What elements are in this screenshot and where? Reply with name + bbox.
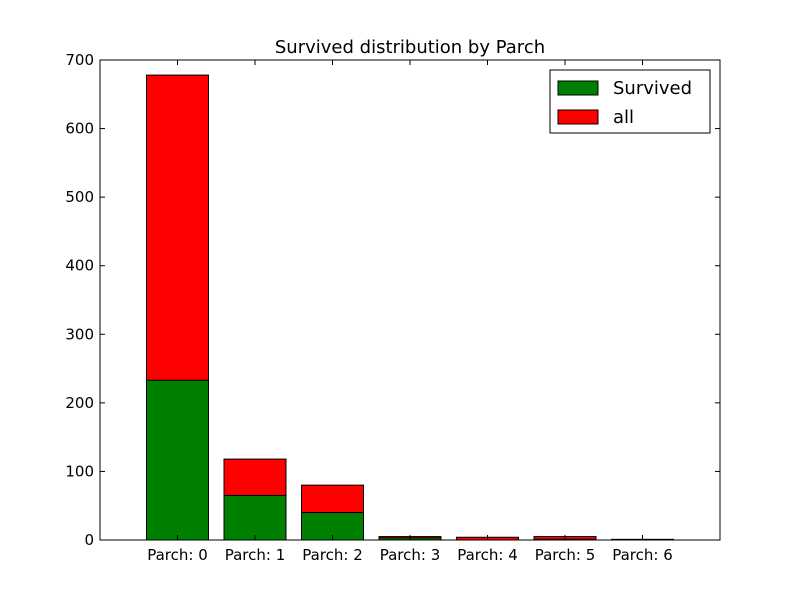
- y-tick-label: 200: [65, 394, 94, 412]
- x-tick-label: Parch: 0: [147, 546, 208, 564]
- legend-label-0: Survived: [613, 78, 692, 99]
- x-tick-label: Parch: 1: [225, 546, 286, 564]
- y-tick-label: 600: [65, 120, 94, 138]
- bar-survived-1: [223, 494, 287, 541]
- y-tick-label: 0: [84, 531, 94, 549]
- x-tick-label: Parch: 3: [380, 546, 441, 564]
- chart-title: Survived distribution by Parch: [275, 37, 545, 58]
- legend: Survived all: [549, 69, 711, 134]
- legend-label-1: all: [613, 107, 634, 128]
- bars-group: [146, 74, 674, 541]
- y-tick-label: 300: [65, 325, 94, 343]
- y-tick-label: 100: [65, 462, 94, 480]
- x-tick-label: Parch: 5: [535, 546, 596, 564]
- x-axis: Parch: 0 Parch: 1 Parch: 2 Parch: 3 Parch: 4…: [147, 60, 673, 564]
- y-tick-label: 700: [65, 51, 94, 69]
- x-tick-label: Parch: 2: [302, 546, 363, 564]
- x-tick-label: Parch: 6: [612, 546, 673, 564]
- bar-survived-0: [146, 379, 209, 541]
- legend-swatch-1: [557, 109, 599, 125]
- x-tick-label: Parch: 4: [457, 546, 518, 564]
- y-tick-label: 400: [65, 257, 94, 275]
- legend-swatch-0: [557, 80, 599, 96]
- y-axis: 0 100 200 300 400 500 600 700: [65, 51, 720, 549]
- y-tick-label: 500: [65, 188, 94, 206]
